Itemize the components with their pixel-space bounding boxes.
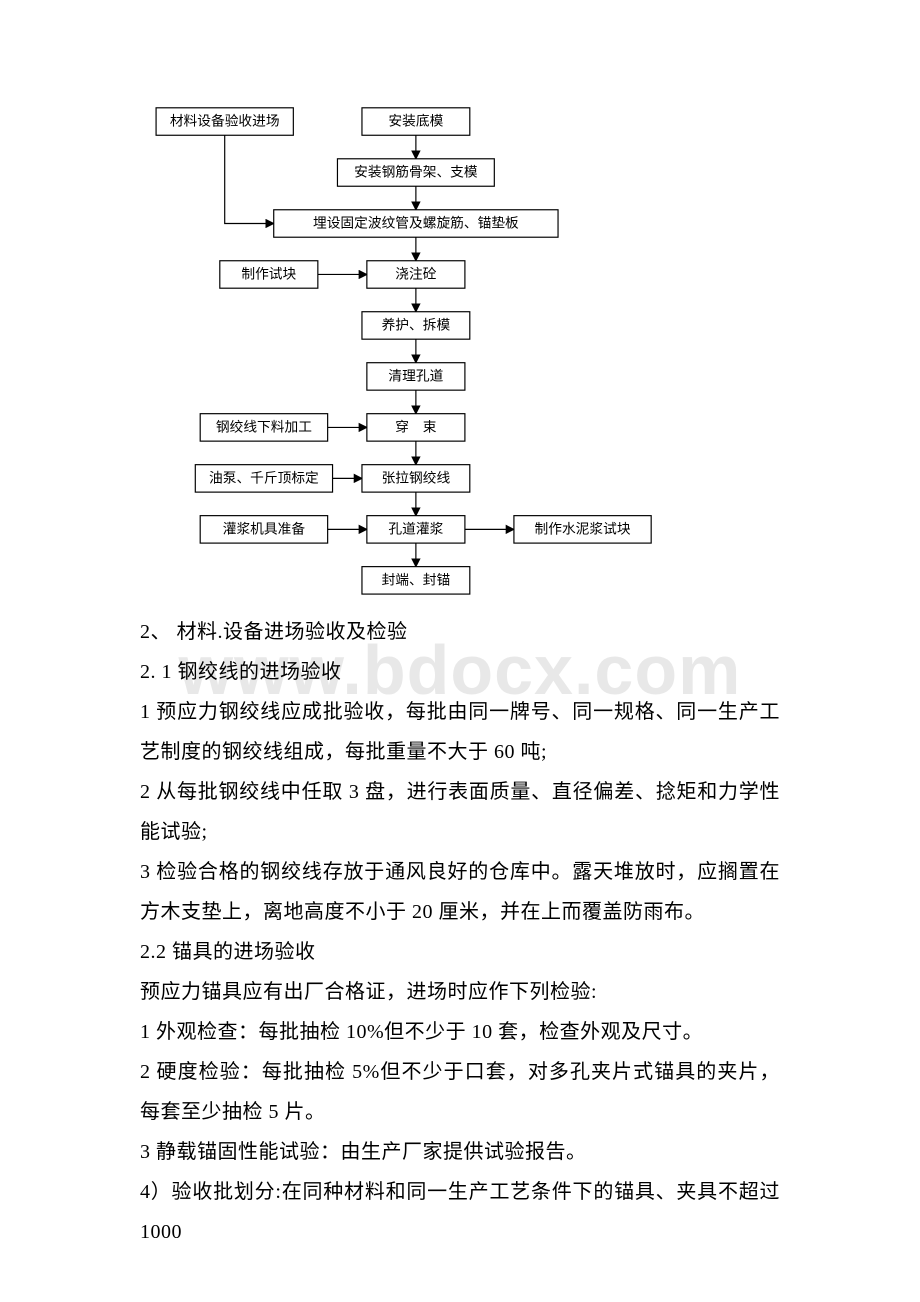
flow-node-label: 安装钢筋骨架、支模 bbox=[354, 164, 478, 180]
flow-node-label: 孔道灌浆 bbox=[388, 522, 443, 537]
flow-node-label: 制作水泥浆试块 bbox=[535, 522, 631, 537]
flowchart-svg: 材料设备验收进场 安装底模安装钢筋骨架、支模埋设固定波纹管及螺旋筋、锚垫板制作试块… bbox=[140, 98, 780, 598]
document-body-text: 2、 材料.设备进场验收及检验2. 1 钢绞线的进场验收1 预应力钢绞线应成批验… bbox=[140, 612, 780, 1252]
flow-node-label: 安装底模 bbox=[388, 114, 443, 129]
flow-edges bbox=[225, 135, 514, 566]
flow-node-label: 穿 束 bbox=[395, 420, 436, 435]
text-paragraph: 2 从每批钢绞线中任取 3 盘，进行表面质量、直径偏差、捻矩和力学性能试验; bbox=[140, 772, 780, 852]
text-paragraph: 2、 材料.设备进场验收及检验 bbox=[140, 612, 780, 652]
process-flowchart: 材料设备验收进场 安装底模安装钢筋骨架、支模埋设固定波纹管及螺旋筋、锚垫板制作试块… bbox=[140, 98, 780, 598]
flow-node-label: 养护、拆模 bbox=[382, 318, 451, 333]
text-paragraph: 4）验收批划分:在同种材料和同一生产工艺条件下的锚具、夹具不超过 1000 bbox=[140, 1172, 780, 1252]
text-paragraph: 2. 1 钢绞线的进场验收 bbox=[140, 652, 780, 692]
flow-node-label: 油泵、千斤顶标定 bbox=[209, 471, 319, 486]
flow-nodes: 材料设备验收进场 安装底模安装钢筋骨架、支模埋设固定波纹管及螺旋筋、锚垫板制作试块… bbox=[156, 108, 651, 594]
flow-node-label: 灌浆机具准备 bbox=[223, 521, 306, 537]
flow-node-label: 浇注砼 bbox=[395, 267, 436, 282]
text-paragraph: 预应力锚具应有出厂合格证，进场时应作下列检验: bbox=[140, 972, 780, 1012]
flow-edge bbox=[225, 135, 274, 223]
flow-node-label: 制作试块 bbox=[241, 267, 296, 282]
flow-node-label: 钢绞线下料加工 bbox=[216, 419, 312, 435]
document-page: www.bdocx.com 材料设备验收进场安装底模安装钢筋骨架、支模埋设固定波… bbox=[0, 0, 920, 1302]
flow-node-label: 张拉钢绞线 bbox=[382, 470, 451, 486]
text-paragraph: 2 硬度检验：每批抽检 5%但不少于口套，对多孔夹片式锚具的夹片，每套至少抽检 … bbox=[140, 1052, 780, 1132]
flow-node-label: 埋设固定波纹管及螺旋筋、锚垫板 bbox=[313, 215, 519, 231]
flow-node-label: 材料设备验收进场 bbox=[170, 113, 280, 129]
text-paragraph: 3 静载锚固性能试验：由生产厂家提供试验报告。 bbox=[140, 1132, 780, 1172]
text-paragraph: 1 外观检查：每批抽检 10%但不少于 10 套，检查外观及尺寸。 bbox=[140, 1012, 780, 1052]
text-paragraph: 1 预应力钢绞线应成批验收，每批由同一牌号、同一规格、同一生产工艺制度的钢绞线组… bbox=[140, 692, 780, 772]
text-paragraph: 2.2 锚具的进场验收 bbox=[140, 932, 780, 972]
text-paragraph: 3 检验合格的钢绞线存放于通风良好的仓库中。露天堆放时，应搁置在方木支垫上，离地… bbox=[140, 852, 780, 932]
flow-node-label: 清理孔道 bbox=[388, 369, 443, 384]
flow-node-label: 封端、封锚 bbox=[382, 572, 451, 587]
